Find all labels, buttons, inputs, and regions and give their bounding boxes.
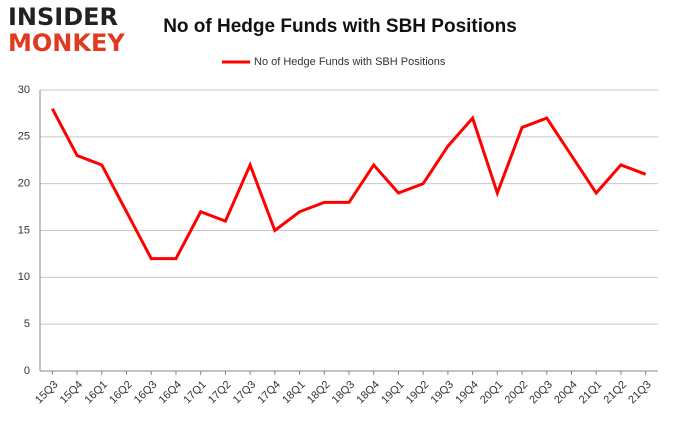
- x-tick-label: 15Q3: [33, 379, 61, 407]
- x-tick-label: 19Q1: [379, 379, 407, 407]
- series-line: [51, 108, 647, 261]
- x-tick-label: 16Q3: [132, 379, 160, 407]
- y-tick-label: 15: [18, 224, 30, 236]
- y-tick-label: 25: [18, 131, 30, 143]
- x-tick-label: 18Q3: [330, 379, 358, 407]
- x-tick-label: 20Q1: [478, 379, 506, 407]
- x-tick-label: 17Q1: [181, 379, 209, 407]
- x-tick-label: 19Q3: [429, 379, 457, 407]
- x-tick-label: 17Q4: [255, 379, 283, 407]
- x-tick-label: 21Q1: [577, 379, 605, 407]
- x-tick-label: 16Q1: [82, 379, 110, 407]
- x-tick-label: 16Q4: [157, 379, 185, 407]
- y-tick-label: 5: [24, 318, 30, 330]
- x-tick-label: 19Q2: [404, 379, 432, 407]
- y-tick-label: 0: [24, 365, 30, 377]
- x-tick-label: 15Q4: [58, 379, 86, 407]
- x-tick-label: 21Q2: [602, 379, 630, 407]
- legend-label: No of Hedge Funds with SBH Positions: [254, 56, 446, 68]
- y-tick-label: 10: [18, 271, 30, 283]
- logo-line1: INSIDER: [8, 3, 118, 31]
- x-tick-label: 20Q4: [552, 379, 580, 407]
- x-tick-label: 19Q4: [453, 379, 481, 407]
- y-tick-label: 30: [18, 84, 30, 96]
- logo-line2: MONKEY: [8, 29, 125, 57]
- x-tick-label: 17Q3: [231, 379, 259, 407]
- x-tick-label: 18Q1: [280, 379, 308, 407]
- x-tick-label: 18Q4: [354, 379, 382, 407]
- y-tick-label: 20: [18, 178, 30, 190]
- x-tick-label: 21Q3: [626, 379, 654, 407]
- x-tick-label: 16Q2: [107, 379, 135, 407]
- x-tick-label: 20Q3: [527, 379, 555, 407]
- x-tick-label: 17Q2: [206, 379, 234, 407]
- x-tick-label: 20Q2: [503, 379, 531, 407]
- chart-title: No of Hedge Funds with SBH Positions: [163, 16, 517, 37]
- x-tick-label: 18Q2: [305, 379, 333, 407]
